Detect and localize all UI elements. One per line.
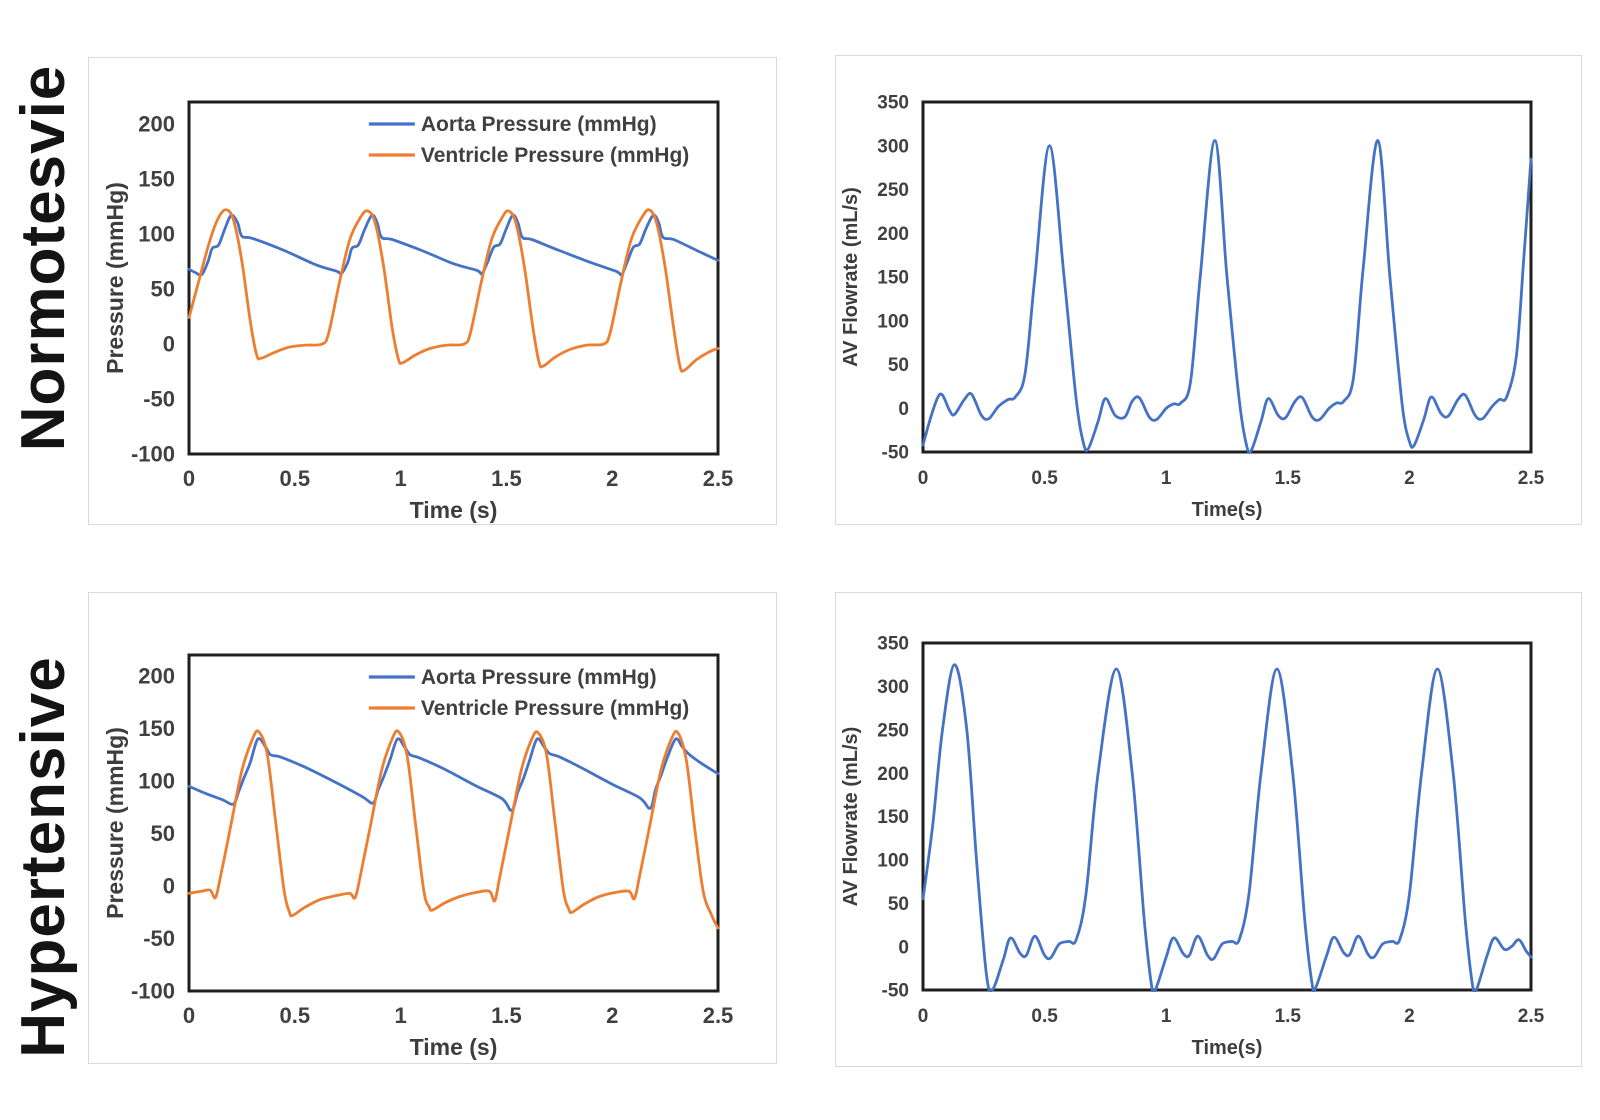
x-tick-label: 1.5 [1275,1006,1302,1027]
x-tick-label: 0.5 [280,1003,311,1028]
y-tick-label: 350 [877,93,909,114]
y-tick-label: 200 [877,764,909,785]
hypertensive-pressure-chart: -100 -50 0 50 100 150 200 0 0.5 1 1.5 2 2.5 Time (s) P… [102,653,734,1060]
x-tick-label: 0 [183,466,195,491]
y-tick-label: 150 [877,807,909,828]
y-tick-label: 100 [138,222,175,247]
plot-frame [187,653,720,993]
row-label-hypertensive: Hypertensive [8,656,78,1058]
y-axis-title: Pressure (mmHg) [102,182,128,374]
x-tick-label: 1.5 [491,466,522,491]
x-tick-label: 2 [606,466,618,491]
plot-frame [921,641,1533,992]
x-axis-title: Time(s) [1192,1037,1263,1059]
y-tick-label: 0 [898,937,909,958]
y-tick-label: 250 [877,180,909,201]
y-tick-label: 0 [898,399,909,420]
y-tick-label: 50 [151,821,175,846]
x-tick-label: 2 [1404,468,1415,489]
legend-label: Ventricle Pressure (mmHg) [421,697,689,720]
y-tick-label: 100 [877,311,909,332]
x-tick-label: 0.5 [280,466,311,491]
x-tick-label: 1 [1161,468,1172,489]
x-axis-title: Time (s) [410,1034,498,1060]
x-tick-label: 2.5 [703,466,734,491]
y-tick-label: -50 [143,926,175,951]
legend-label: Ventricle Pressure (mmHg) [421,144,689,167]
y-tick-label: 150 [138,716,175,741]
x-axis-title: Time (s) [410,497,498,523]
y-axis-title: AV Flowrate (mL/s) [840,727,862,907]
y-tick-label: 250 [877,720,909,741]
series-line-ventricle-pressure-mmhg [187,208,720,373]
x-tick-label: 0 [918,1006,929,1027]
y-tick-label: 50 [888,894,909,915]
y-tick-label: 0 [163,874,175,899]
x-tick-label: 1.5 [491,1003,522,1028]
hypertensive-av-flow-chart: -50 0 50 100 150 200 250 300 350 0 0.5 1 1.5 2 2.5 Time… [840,634,1545,1059]
y-tick-label: 150 [138,167,175,192]
y-tick-label: 100 [877,851,909,872]
y-tick-label: -100 [131,442,175,467]
series-line-aorta-pressure-mmhg [187,213,720,277]
x-tick-label: 0.5 [1031,1006,1058,1027]
y-tick-label: -50 [143,387,175,412]
y-tick-label: 50 [151,277,175,302]
legend-label: Aorta Pressure (mmHg) [421,113,657,136]
panel-normotensive-av-flow: -50 0 50 100 150 200 250 300 350 0 0.5 1 1.5 2 2.5 Time… [835,55,1582,525]
x-tick-label: 2.5 [1518,468,1545,489]
x-tick-label: 2.5 [703,1003,734,1028]
y-tick-label: 300 [877,136,909,157]
y-tick-label: 100 [138,769,175,794]
panel-hypertensive-pressure: -100 -50 0 50 100 150 200 0 0.5 1 1.5 2 2.5 Time (s) P… [88,592,777,1064]
y-tick-label: 50 [888,355,909,376]
y-tick-label: -50 [882,981,909,1002]
y-tick-label: 300 [877,677,909,698]
row-label-normotensive: Normotesvie [8,64,78,452]
y-tick-label: 350 [877,634,909,655]
y-axis-title: Pressure (mmHg) [102,727,128,919]
y-tick-label: 150 [877,268,909,289]
x-tick-label: 1 [394,466,406,491]
series-line-av-flowrate-ml-s [921,139,1533,454]
x-tick-label: 2.5 [1518,1006,1545,1027]
legend-label: Aorta Pressure (mmHg) [421,666,657,689]
x-tick-label: 0 [918,468,929,489]
plot-frame [187,100,720,456]
x-tick-label: 1 [394,1003,406,1028]
y-tick-label: 200 [138,112,175,137]
series-line-av-flowrate-ml-s [921,663,1533,992]
y-tick-label: -100 [131,979,175,1004]
x-tick-label: 1 [1161,1006,1172,1027]
x-axis-title: Time(s) [1192,499,1263,521]
y-tick-label: 0 [163,332,175,357]
normotensive-pressure-chart: -100 -50 0 50 100 150 200 0 0.5 1 1.5 2 2.5 Time (s) P… [102,100,734,523]
x-tick-label: 0 [183,1003,195,1028]
y-tick-label: 200 [138,664,175,689]
series-line-ventricle-pressure-mmhg [187,729,720,930]
x-tick-label: 2 [1404,1006,1415,1027]
panel-normotensive-pressure: -100 -50 0 50 100 150 200 0 0.5 1 1.5 2 2.5 Time (s) P… [88,57,777,525]
y-tick-label: -50 [882,443,909,464]
x-tick-label: 1.5 [1275,468,1302,489]
normotensive-av-flow-chart: -50 0 50 100 150 200 250 300 350 0 0.5 1 1.5 2 2.5 Time… [840,93,1545,521]
panel-hypertensive-av-flow: -50 0 50 100 150 200 250 300 350 0 0.5 1 1.5 2 2.5 Time… [835,592,1582,1067]
y-axis-title: AV Flowrate (mL/s) [840,187,862,367]
y-tick-label: 200 [877,224,909,245]
x-tick-label: 2 [606,1003,618,1028]
x-tick-label: 0.5 [1031,468,1058,489]
